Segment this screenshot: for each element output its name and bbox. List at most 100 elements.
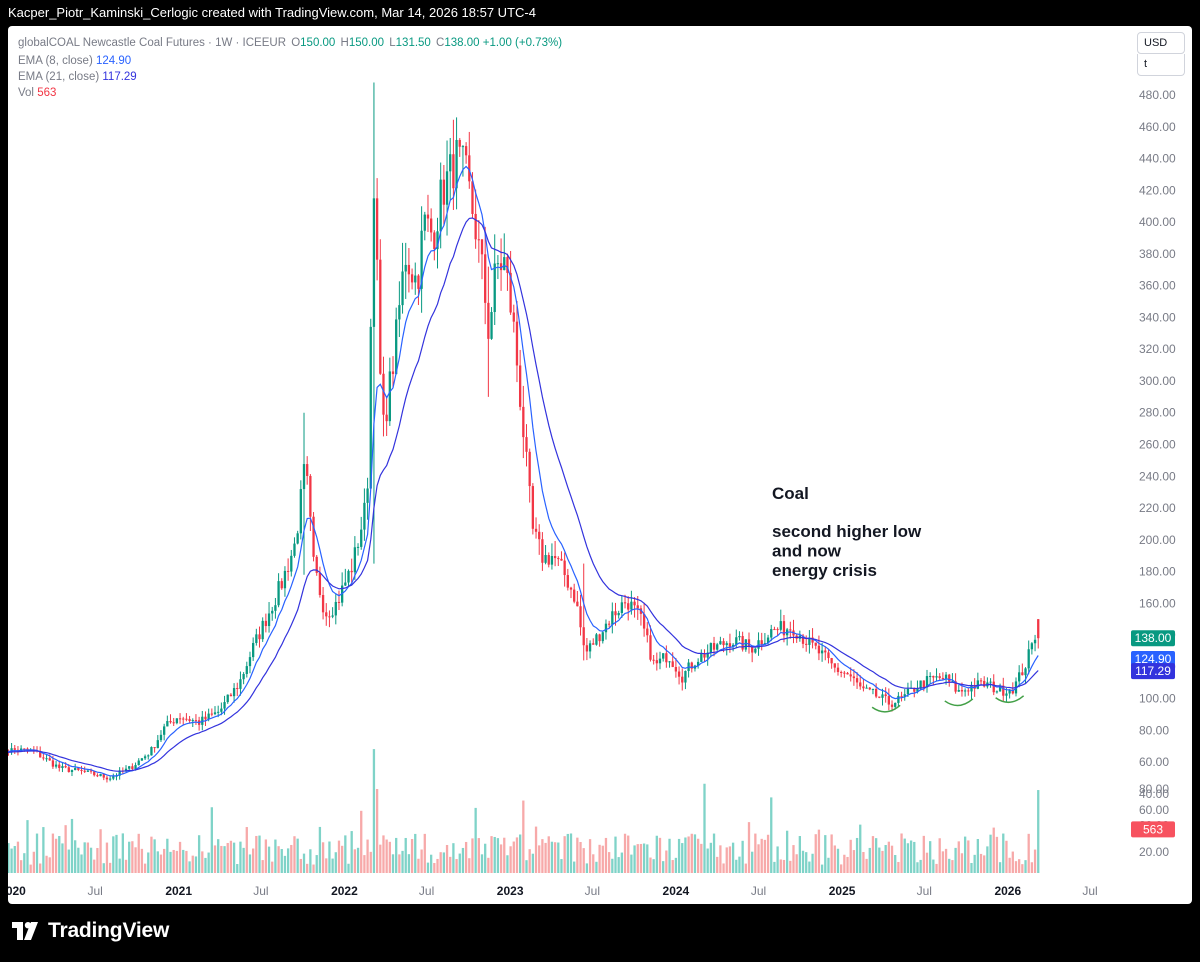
volume-bar (39, 863, 42, 873)
price-tick-label: 260.00 (1139, 437, 1176, 451)
candle-body (588, 643, 592, 652)
candle-body (995, 691, 999, 693)
candle-body (998, 685, 1002, 692)
candle-body (976, 680, 979, 689)
candle-body (776, 629, 779, 631)
volume-bar (512, 841, 515, 873)
volume-bar (325, 858, 328, 873)
candle-body (703, 653, 706, 658)
volume-bar (731, 842, 735, 873)
volume-bar (884, 845, 887, 873)
volume-bar (8, 843, 10, 873)
candle-body (919, 680, 922, 689)
chart-canvas[interactable]: 500.00480.00460.00440.00420.00400.00380.… (8, 26, 1192, 904)
candle-body (598, 634, 601, 642)
volume-bar (194, 856, 198, 873)
candle-body (595, 634, 598, 645)
volume-bar (445, 844, 449, 873)
volume-bar (518, 834, 522, 873)
candle-body (531, 486, 535, 529)
candle-body (525, 437, 528, 452)
candle-body (344, 582, 347, 586)
candle-body (935, 676, 938, 678)
candle-body (286, 570, 290, 572)
volume-bar (576, 837, 579, 873)
volume-bar (74, 840, 77, 873)
candle-body (306, 464, 309, 476)
candle-body (954, 681, 957, 692)
volume-bar (455, 859, 458, 873)
volume-bar (636, 844, 639, 873)
price-tick-label: 300.00 (1139, 374, 1176, 388)
volume-bar (840, 864, 843, 873)
ema8-legend[interactable]: EMA (8, close) 124.90 (18, 55, 131, 67)
candle-body (601, 632, 604, 642)
candle-body (747, 639, 751, 647)
volume-bar (1021, 864, 1024, 873)
candle-body (217, 711, 220, 713)
volume-bar (890, 845, 894, 873)
candle-body (321, 595, 325, 613)
volume-bar (410, 839, 414, 873)
volume-legend[interactable]: Vol 563 (18, 87, 56, 99)
volume-bar (236, 864, 239, 873)
candle-body (913, 687, 916, 692)
candle-body (944, 674, 948, 679)
price-tick-label: 160.00 (1139, 596, 1176, 610)
volume-bar (998, 862, 1002, 873)
candle-body (658, 658, 662, 664)
currency-selector[interactable]: USD (1137, 32, 1185, 54)
candle-body (455, 139, 458, 189)
candle-body (356, 546, 360, 548)
volume-bar (874, 838, 878, 873)
candle-body (58, 764, 61, 769)
candle-body (391, 371, 395, 375)
unit-selector[interactable]: t (1137, 54, 1185, 76)
volume-bar (102, 863, 105, 873)
volume-bar (105, 842, 109, 873)
volume-bar (983, 855, 986, 873)
volume-bar (785, 830, 789, 873)
chart-frame[interactable]: 500.00480.00460.00440.00420.00400.00380.… (8, 26, 1192, 904)
price-tick-label: 240.00 (1139, 469, 1176, 483)
volume-bar (147, 852, 150, 873)
volume-bar (757, 844, 760, 873)
ema21-legend[interactable]: EMA (21, close) 117.29 (18, 71, 137, 83)
candle-body (906, 688, 910, 695)
volume-bar (849, 839, 852, 873)
volume-bar (776, 846, 779, 873)
volume-bar (423, 833, 426, 873)
candle-body (677, 671, 681, 677)
volume-bar (824, 835, 827, 873)
candle-body (1037, 619, 1040, 639)
price-tick-label: 380.00 (1139, 247, 1176, 261)
volume-bar (770, 797, 773, 873)
volume-bar (509, 846, 512, 873)
candle-body (1018, 672, 1021, 682)
candle-body (70, 770, 74, 772)
candle-body (665, 653, 668, 663)
volume-bar (118, 858, 121, 873)
candle-body (1008, 689, 1011, 694)
volume-bar (318, 826, 322, 873)
close-value: 138.00 (444, 37, 480, 49)
candle-body (518, 365, 522, 407)
candle-body (150, 747, 153, 756)
volume-bar (471, 838, 474, 873)
volume-bar (614, 836, 617, 873)
candle-body (1030, 643, 1034, 650)
volume-bar (277, 846, 280, 873)
volume-bar (754, 833, 757, 873)
candle-body (534, 528, 538, 532)
volume-bar (989, 834, 992, 873)
volume-bar (458, 853, 461, 873)
volume-bar (515, 837, 519, 873)
candle-body (223, 702, 226, 709)
candle-body (169, 721, 172, 723)
candle-body (801, 635, 805, 644)
candle-body (258, 634, 261, 640)
price-tag-bg (1131, 663, 1175, 680)
volume-bar (617, 857, 620, 873)
candle-body (112, 776, 115, 779)
volume-bar (306, 863, 309, 873)
